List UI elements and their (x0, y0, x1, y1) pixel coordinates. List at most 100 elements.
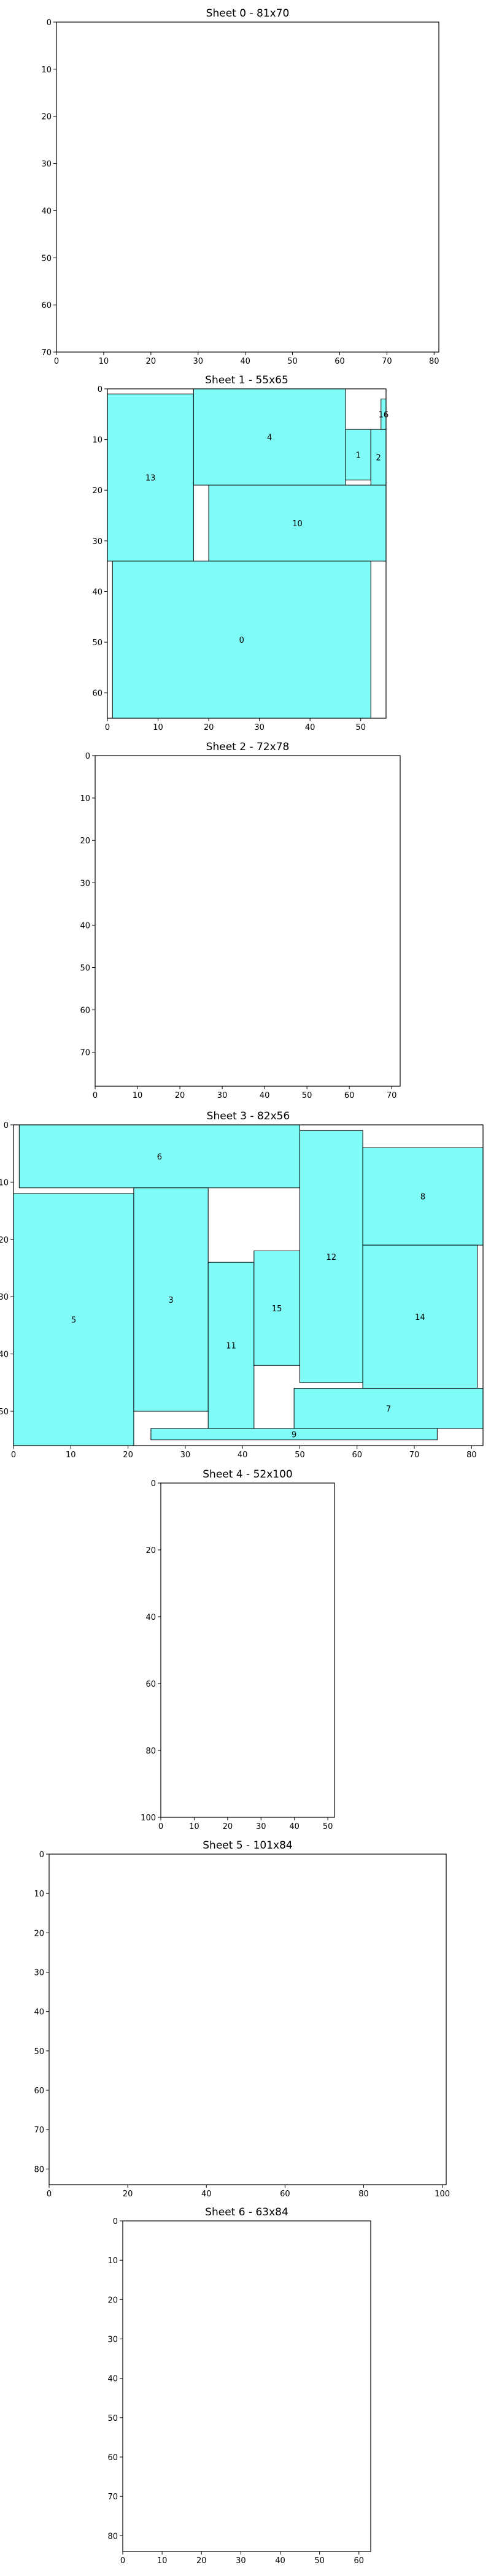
piece-label: 15 (272, 1305, 282, 1314)
y-tick-label: 0 (85, 752, 90, 761)
x-tick-label: 20 (146, 357, 157, 366)
y-tick-label: 40 (41, 207, 52, 216)
axes-frame (13, 1124, 484, 1446)
piece-rect (362, 1244, 478, 1389)
piece-label: 16 (379, 410, 389, 420)
y-tick-label: 10 (92, 436, 102, 445)
x-tick-label: 10 (66, 1451, 76, 1460)
x-tick-label: 40 (289, 1822, 300, 1831)
y-tick-label: 10 (80, 794, 90, 803)
x-tick-label: 0 (93, 1091, 98, 1100)
sheet-title: Sheet 2 - 72x78 (206, 741, 290, 753)
axes-frame (56, 21, 439, 353)
x-tick-label: 40 (305, 723, 315, 732)
y-tick-label: 30 (80, 879, 90, 888)
sheet-3: Sheet 3 - 82x56 6 5 3 11 15 12 8 14 7 9 0 10 20 30 40 50… (0, 1110, 484, 1460)
y-tick-label: 50 (107, 2414, 118, 2423)
y-tick-label: 10 (34, 1890, 44, 1899)
piece-rect (133, 1187, 209, 1412)
y-tick-label: 30 (92, 537, 102, 546)
x-tick-label: 0 (54, 357, 59, 366)
y-tick-label: 60 (80, 1006, 90, 1016)
piece-label: 11 (226, 1342, 236, 1351)
y-tick-label: 0 (113, 2217, 118, 2226)
piece-rect (107, 393, 194, 562)
piece-rect (253, 1250, 300, 1366)
y-tick-label: 80 (145, 1747, 156, 1756)
y-tick-label: 70 (34, 2126, 44, 2135)
y-tick-label: 40 (0, 1351, 9, 1360)
axes-frame (95, 755, 401, 1087)
x-tick-label: 0 (105, 723, 110, 732)
x-tick-label: 30 (236, 2556, 246, 2566)
x-tick-label: 40 (275, 2556, 285, 2566)
sheet-title: Sheet 4 - 52x100 (203, 1468, 292, 1481)
piece-rect (18, 1124, 300, 1189)
y-tick-label: 40 (145, 1613, 156, 1622)
y-tick-label: 20 (92, 486, 102, 496)
y-tick-label: 70 (80, 1049, 90, 1058)
x-tick-label: 60 (354, 2556, 364, 2566)
x-tick-label: 70 (387, 1091, 397, 1100)
x-tick-label: 80 (466, 1451, 477, 1460)
piece-label: 9 (292, 1430, 296, 1439)
y-tick-label: 0 (39, 1850, 44, 1860)
y-tick-label: 0 (47, 18, 52, 28)
x-tick-label: 70 (409, 1451, 420, 1460)
y-tick-label: 30 (0, 1293, 9, 1302)
y-tick-label: 50 (41, 254, 52, 263)
y-tick-label: 10 (41, 66, 52, 75)
piece-label: 13 (145, 474, 156, 483)
y-tick-label: 20 (107, 2296, 118, 2305)
piece-rect (362, 1147, 484, 1246)
x-tick-label: 20 (123, 1451, 133, 1460)
piece-label: 10 (292, 519, 303, 529)
piece-label: 5 (71, 1316, 76, 1325)
piece-label: 3 (168, 1296, 173, 1305)
x-tick-label: 40 (260, 1091, 270, 1100)
y-tick-label: 60 (34, 2087, 44, 2096)
y-tick-label: 80 (107, 2532, 118, 2541)
piece-label: 7 (386, 1405, 391, 1414)
y-tick-label: 20 (0, 1236, 9, 1245)
x-tick-label: 0 (120, 2556, 125, 2566)
piece-rect (193, 388, 346, 486)
sheet-6: Sheet 6 - 63x84 0 10 20 30 40 50 60 0 10 20 30 40 50 6… (107, 2206, 371, 2566)
x-tick-label: 10 (133, 1091, 143, 1100)
piece-label: 2 (376, 454, 381, 463)
y-tick-label: 10 (0, 1178, 9, 1187)
sheet-5: Sheet 5 - 101x84 0 20 40 60 80 100 0 10 20 30 40 50 6… (34, 1839, 450, 2199)
piece-rect (207, 1262, 255, 1429)
sheet-2: Sheet 2 - 72x78 0 10 20 30 40 50 60 70 0 10 20 30 40 5… (80, 741, 401, 1100)
x-tick-label: 0 (47, 2190, 52, 2199)
x-tick-label: 80 (358, 2190, 369, 2199)
sheet-title: Sheet 1 - 55x65 (205, 374, 288, 386)
sheet-1: Sheet 1 - 55x65 13 4 1 2 16 10 0 0 10 20 30 40 50 0 10 2… (92, 374, 389, 732)
piece-label: 0 (239, 636, 244, 645)
piece-rect (299, 1130, 363, 1383)
sheet-title: Sheet 6 - 63x84 (205, 2206, 288, 2218)
axes-frame (160, 1482, 335, 1818)
x-tick-label: 70 (382, 357, 392, 366)
x-tick-label: 30 (256, 1822, 266, 1831)
x-tick-label: 20 (223, 1822, 233, 1831)
y-tick-label: 80 (34, 2165, 44, 2174)
axes-frame (48, 1853, 447, 2185)
y-tick-label: 60 (145, 1680, 156, 1689)
piece-rect (345, 429, 371, 481)
y-tick-label: 40 (92, 588, 102, 597)
sheet-title: Sheet 0 - 81x70 (206, 7, 290, 20)
x-tick-label: 50 (302, 1091, 312, 1100)
y-tick-label: 40 (80, 921, 90, 930)
x-tick-label: 50 (323, 1822, 333, 1831)
y-tick-label: 20 (80, 837, 90, 846)
sheet-4: Sheet 4 - 52x100 0 10 20 30 40 50 0 20 40 60 80 100 (141, 1468, 335, 1831)
x-tick-label: 100 (435, 2190, 450, 2199)
x-tick-label: 60 (352, 1451, 362, 1460)
piece-label: 1 (355, 451, 360, 460)
y-tick-label: 20 (34, 1929, 44, 1938)
piece-label: 6 (157, 1152, 162, 1162)
x-tick-label: 20 (196, 2556, 207, 2566)
y-tick-label: 50 (0, 1408, 9, 1417)
